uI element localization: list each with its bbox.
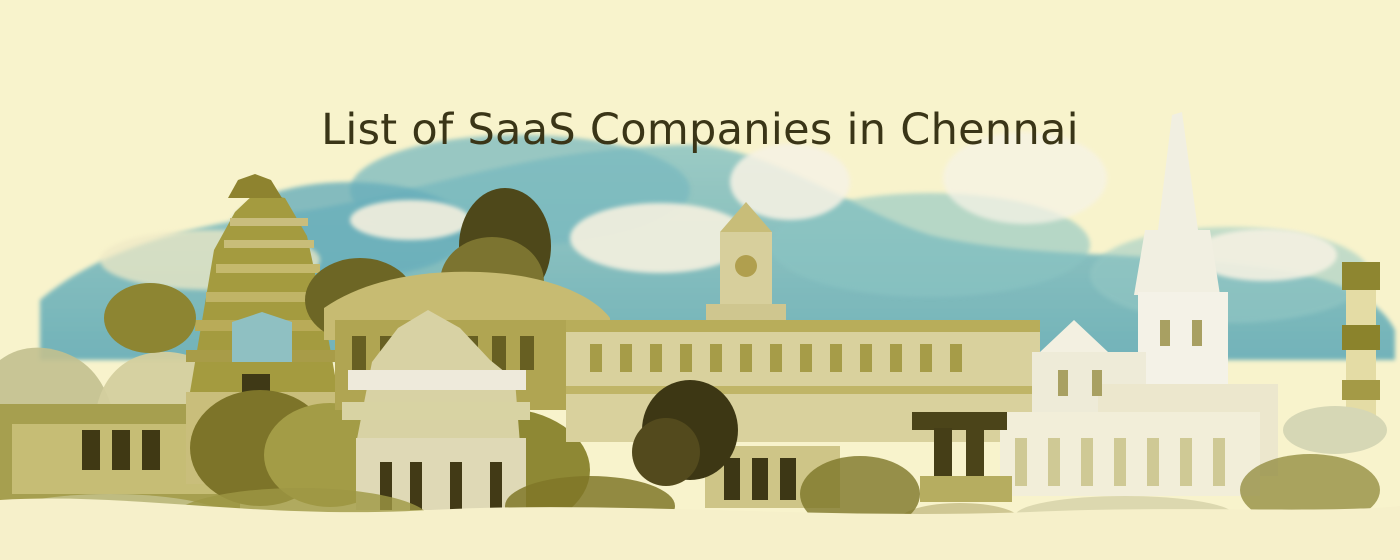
stone-shrine xyxy=(342,310,530,510)
lighthouse xyxy=(1283,262,1387,454)
clouds xyxy=(100,132,1337,290)
page-title: List of SaaS Companies in Chennai xyxy=(321,104,1079,155)
central-tree xyxy=(632,380,738,486)
church-spire xyxy=(1000,112,1278,496)
ground-wash xyxy=(0,498,1400,560)
